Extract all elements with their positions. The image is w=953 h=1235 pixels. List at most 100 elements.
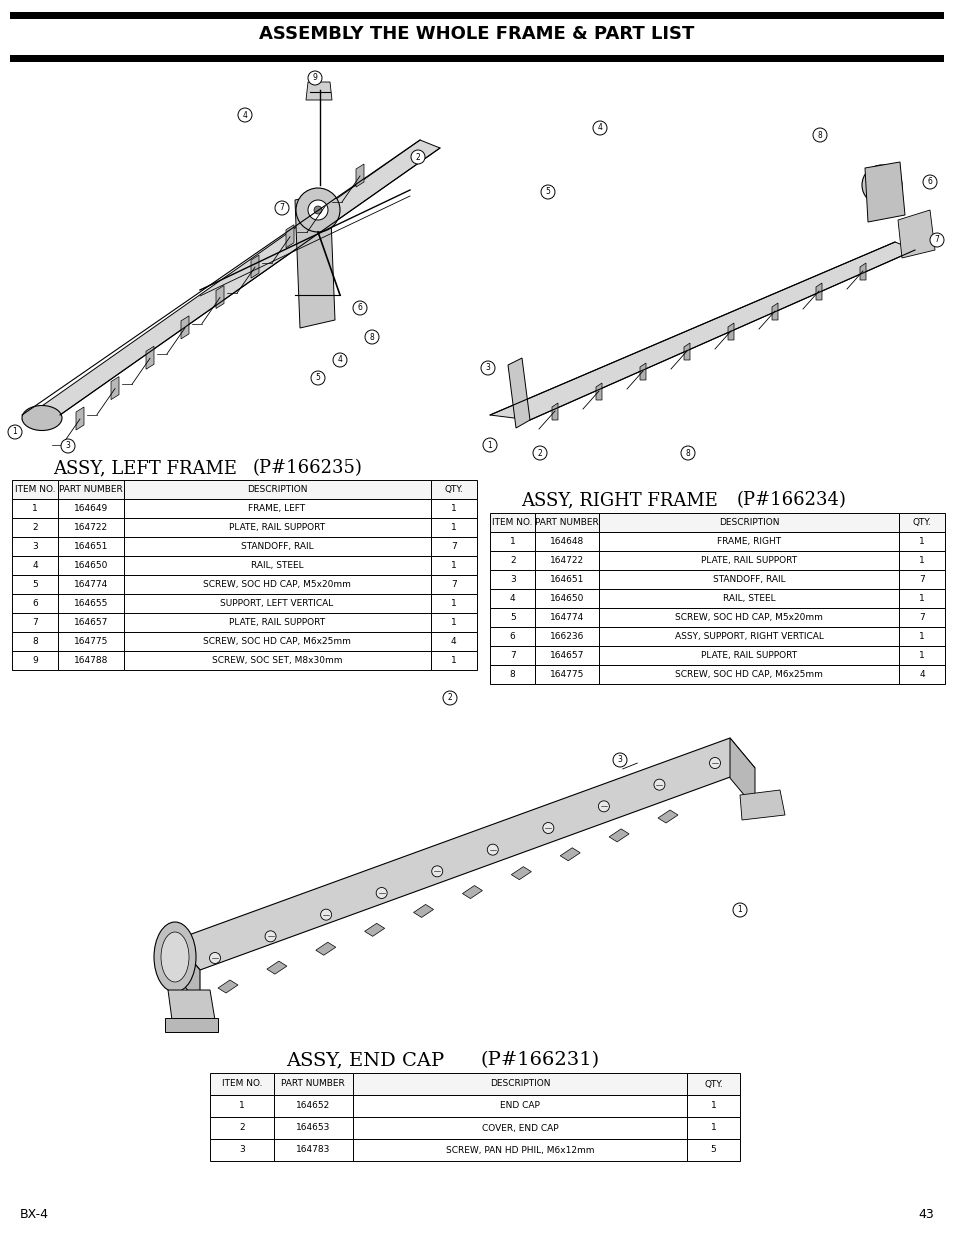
Text: 2: 2 bbox=[416, 152, 420, 162]
Polygon shape bbox=[511, 867, 531, 879]
Bar bbox=[490, 589, 535, 608]
Polygon shape bbox=[740, 790, 784, 820]
Text: 164775: 164775 bbox=[73, 637, 108, 646]
Bar bbox=[430, 499, 476, 517]
Bar bbox=[899, 551, 944, 571]
Circle shape bbox=[333, 353, 347, 367]
Text: 2: 2 bbox=[510, 556, 515, 564]
Polygon shape bbox=[174, 940, 200, 1005]
Text: ASSY, RIGHT FRAME: ASSY, RIGHT FRAME bbox=[521, 492, 718, 509]
Bar bbox=[598, 513, 899, 532]
Text: 3: 3 bbox=[617, 756, 621, 764]
Text: 164774: 164774 bbox=[550, 613, 584, 622]
Bar bbox=[124, 632, 430, 651]
Text: STANDOFF, RAIL: STANDOFF, RAIL bbox=[240, 542, 313, 551]
Circle shape bbox=[295, 188, 339, 232]
Text: SUPPORT, LEFT VERTICAL: SUPPORT, LEFT VERTICAL bbox=[220, 599, 334, 608]
Text: 1: 1 bbox=[451, 599, 456, 608]
Bar bbox=[12, 651, 58, 671]
Text: 5: 5 bbox=[32, 580, 38, 589]
Bar bbox=[124, 499, 430, 517]
Text: ASSY, SUPPORT, RIGHT VERTICAL: ASSY, SUPPORT, RIGHT VERTICAL bbox=[674, 632, 823, 641]
Text: ASSY, END CAP: ASSY, END CAP bbox=[286, 1051, 444, 1070]
Bar bbox=[430, 480, 476, 499]
Bar bbox=[12, 517, 58, 537]
Text: 164657: 164657 bbox=[550, 651, 584, 659]
Text: 5: 5 bbox=[509, 613, 515, 622]
Text: 2: 2 bbox=[32, 522, 38, 532]
Bar bbox=[210, 1073, 274, 1095]
Bar bbox=[353, 1116, 686, 1139]
Text: 164652: 164652 bbox=[296, 1102, 330, 1110]
Polygon shape bbox=[320, 194, 329, 217]
Text: ASSEMBLY THE WHOLE FRAME & PART LIST: ASSEMBLY THE WHOLE FRAME & PART LIST bbox=[259, 25, 694, 43]
Text: 1: 1 bbox=[710, 1124, 716, 1132]
Text: 7: 7 bbox=[919, 613, 924, 622]
Circle shape bbox=[442, 692, 456, 705]
Text: 164648: 164648 bbox=[550, 537, 584, 546]
Bar bbox=[274, 1139, 353, 1161]
Bar bbox=[58, 651, 124, 671]
Bar bbox=[353, 1073, 686, 1095]
Text: RAIL, STEEL: RAIL, STEEL bbox=[722, 594, 775, 603]
Text: 4: 4 bbox=[919, 671, 924, 679]
Polygon shape bbox=[267, 961, 287, 974]
Text: 3: 3 bbox=[32, 542, 38, 551]
Text: 164653: 164653 bbox=[295, 1124, 330, 1132]
Circle shape bbox=[593, 121, 606, 135]
Text: SCREW, SOC HD CAP, M6x25mm: SCREW, SOC HD CAP, M6x25mm bbox=[675, 671, 822, 679]
Text: 6: 6 bbox=[509, 632, 515, 641]
Bar bbox=[598, 646, 899, 664]
Circle shape bbox=[929, 233, 943, 247]
Text: 6: 6 bbox=[926, 178, 931, 186]
Text: 1: 1 bbox=[710, 1102, 716, 1110]
Bar bbox=[10, 12, 943, 19]
Text: 4: 4 bbox=[242, 110, 247, 120]
Bar bbox=[58, 556, 124, 576]
Bar bbox=[598, 608, 899, 627]
Text: 164783: 164783 bbox=[295, 1146, 330, 1155]
Text: QTY.: QTY. bbox=[444, 485, 462, 494]
Bar bbox=[12, 537, 58, 556]
Text: 164650: 164650 bbox=[550, 594, 584, 603]
Text: 9: 9 bbox=[32, 656, 38, 664]
Text: 8: 8 bbox=[369, 332, 374, 342]
Bar bbox=[210, 1095, 274, 1116]
Polygon shape bbox=[771, 303, 778, 320]
Text: 164722: 164722 bbox=[74, 522, 108, 532]
Polygon shape bbox=[181, 316, 189, 338]
Bar bbox=[598, 589, 899, 608]
Text: PLATE, RAIL SUPPORT: PLATE, RAIL SUPPORT bbox=[229, 522, 325, 532]
Polygon shape bbox=[815, 283, 821, 300]
Bar bbox=[124, 556, 430, 576]
Bar bbox=[430, 576, 476, 594]
Bar bbox=[430, 517, 476, 537]
Text: PLATE, RAIL SUPPORT: PLATE, RAIL SUPPORT bbox=[229, 618, 325, 627]
Text: 6: 6 bbox=[32, 599, 38, 608]
Text: 164775: 164775 bbox=[550, 671, 584, 679]
Polygon shape bbox=[364, 924, 384, 936]
Text: 166236: 166236 bbox=[550, 632, 584, 641]
Text: PART NUMBER: PART NUMBER bbox=[535, 517, 598, 527]
Bar bbox=[430, 537, 476, 556]
Text: DESCRIPTION: DESCRIPTION bbox=[719, 517, 779, 527]
Circle shape bbox=[210, 952, 220, 963]
Circle shape bbox=[8, 425, 22, 438]
Text: 6: 6 bbox=[357, 304, 362, 312]
Text: 164657: 164657 bbox=[73, 618, 108, 627]
Text: 1: 1 bbox=[737, 905, 741, 914]
Circle shape bbox=[482, 438, 497, 452]
Text: (P#166231): (P#166231) bbox=[480, 1051, 598, 1070]
Text: 7: 7 bbox=[934, 236, 939, 245]
Text: 1: 1 bbox=[451, 522, 456, 532]
Text: QTY.: QTY. bbox=[912, 517, 931, 527]
Polygon shape bbox=[111, 377, 119, 400]
Bar bbox=[12, 613, 58, 632]
Text: 7: 7 bbox=[509, 651, 515, 659]
Polygon shape bbox=[683, 343, 689, 359]
Bar bbox=[124, 517, 430, 537]
Text: STANDOFF, RAIL: STANDOFF, RAIL bbox=[712, 576, 785, 584]
Bar bbox=[490, 571, 535, 589]
Bar bbox=[899, 571, 944, 589]
Text: 5: 5 bbox=[545, 188, 550, 196]
